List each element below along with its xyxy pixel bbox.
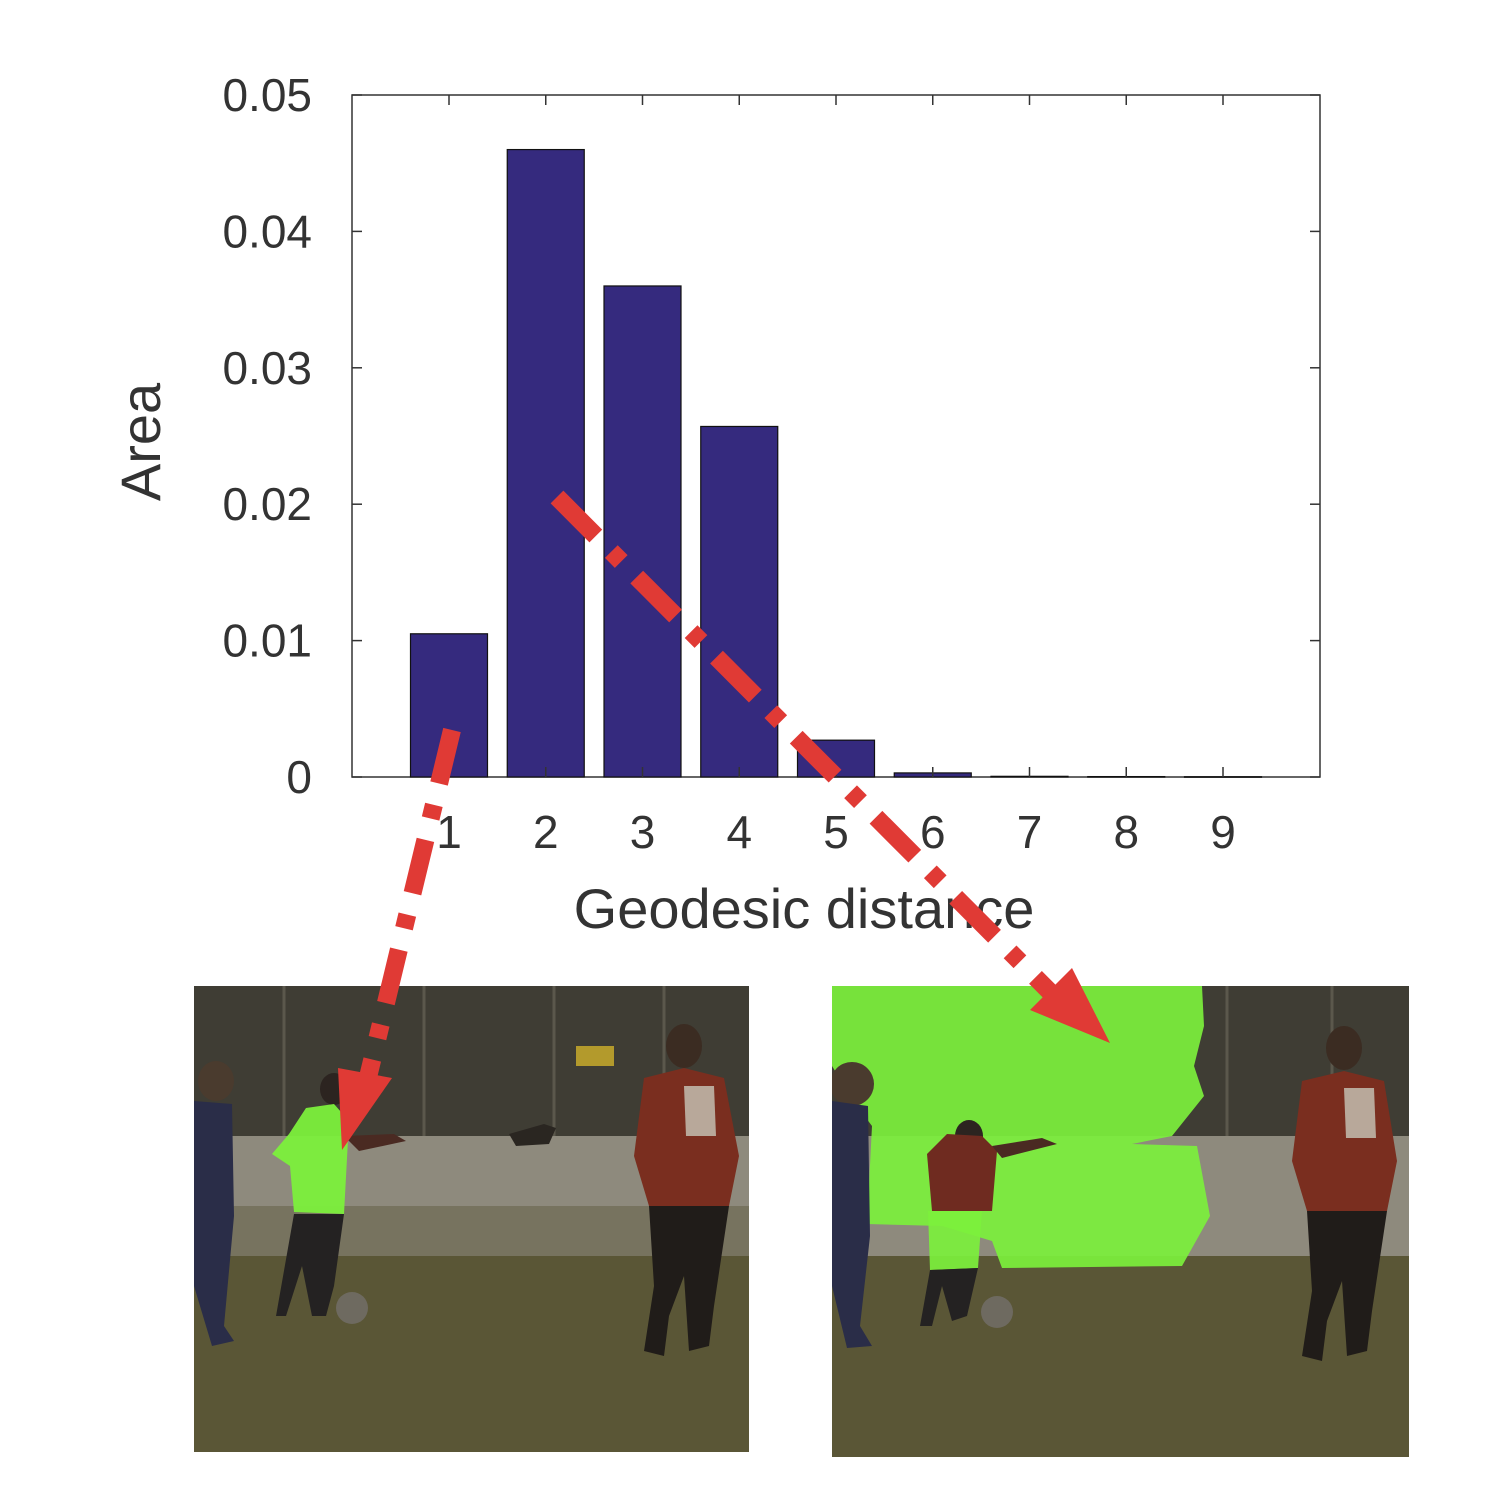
y-tick-label: 0.05 <box>222 69 312 121</box>
y-axis-title: Area <box>109 382 172 501</box>
x-axis-title: Geodesic distance <box>574 877 1035 940</box>
x-tick-label: 8 <box>1113 806 1139 858</box>
soccer-photo-left <box>194 986 749 1452</box>
x-tick-label: 1 <box>436 806 462 858</box>
y-tick-label: 0 <box>286 751 312 803</box>
bars-group <box>409 148 1263 778</box>
x-tick-label: 3 <box>630 806 656 858</box>
y-tick-label: 0.02 <box>222 478 312 530</box>
bar-3 <box>603 285 682 778</box>
left-segmentation-image <box>194 986 749 1452</box>
y-ticks-group: 0 0.01 0.02 0.03 0.04 0.05 <box>222 69 1320 803</box>
bar-2 <box>506 148 585 778</box>
bar-4 <box>700 425 779 778</box>
x-tick-label: 7 <box>1017 806 1043 858</box>
y-tick-label: 0.04 <box>222 205 312 257</box>
x-tick-label: 9 <box>1210 806 1236 858</box>
y-tick-label: 0.01 <box>222 615 312 667</box>
x-tick-label: 6 <box>920 806 946 858</box>
right-segmentation-image <box>832 986 1409 1457</box>
soccer-photo-right <box>832 986 1409 1457</box>
bar-chart: 0 0.01 0.02 0.03 0.04 0.05 1 2 3 4 5 6 7 8 9 Geodesic… <box>109 69 1321 940</box>
x-tick-label: 2 <box>533 806 559 858</box>
bar-1 <box>409 633 489 778</box>
x-tick-label: 4 <box>726 806 752 858</box>
x-tick-label: 5 <box>823 806 849 858</box>
y-tick-label: 0.03 <box>222 342 312 394</box>
plot-frame <box>351 94 1321 778</box>
